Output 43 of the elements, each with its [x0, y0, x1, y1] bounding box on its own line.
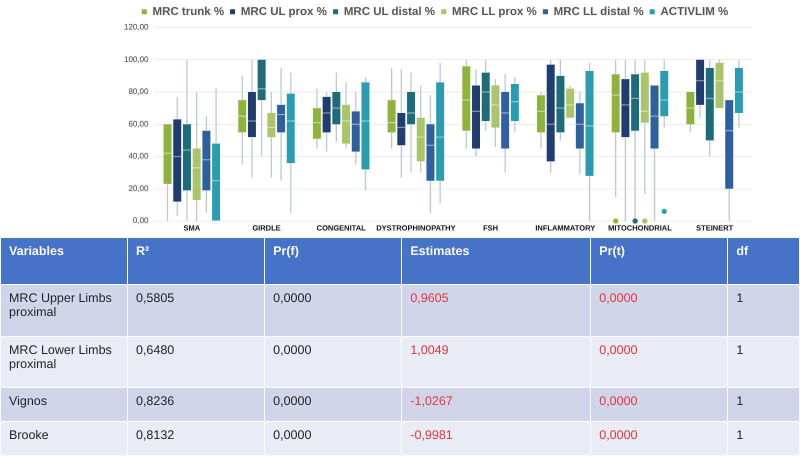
text: 1 — [736, 342, 744, 357]
category-label: Pr(f) — [264, 238, 402, 284]
text: -1,0267 — [410, 394, 453, 408]
text: 0,9605 — [410, 291, 449, 305]
text: 0,0000 — [599, 394, 638, 408]
y-tick-label: 120,00 — [124, 22, 150, 32]
category-label: MRC Upper Limbs proximal — [9, 291, 112, 319]
category-label: Pr(t) — [590, 238, 728, 284]
y-tick-label: 20,00 — [128, 184, 150, 193]
text: 0,0000 — [273, 428, 312, 442]
text: 1 — [736, 394, 744, 408]
text: 0,8132 — [136, 428, 174, 442]
y-tick-label: 0,00 — [132, 216, 150, 226]
category-label: Brooke — [9, 428, 49, 442]
text: 0,0000 — [273, 291, 312, 305]
category-label: df — [728, 238, 800, 284]
text: 0,5805 — [136, 291, 174, 305]
text: 0,0000 — [273, 394, 312, 408]
legend-label: MRC trunk % — [152, 6, 224, 18]
y-tick-label: 100,00 — [124, 54, 150, 64]
text: 1 — [736, 291, 744, 305]
text: 1,0049 — [410, 342, 449, 357]
text: 0,0000 — [273, 342, 312, 357]
category-label: Vignos — [9, 394, 47, 408]
text: 0,0000 — [599, 342, 638, 357]
y-tick-label: 80,00 — [128, 87, 150, 96]
legend-label: MRC LL prox % — [452, 6, 537, 18]
category-label: R² — [128, 238, 265, 284]
y-tick-label: 40,00 — [128, 152, 150, 161]
legend-label: ACTIVLIM % — [660, 6, 728, 18]
legend-label: MRC LL distal % — [554, 6, 644, 18]
legend-label: MRC UL distal % — [344, 6, 436, 18]
text: 0,8236 — [136, 394, 174, 408]
y-tick-label: 60,00 — [128, 119, 150, 128]
legend-label: MRC UL prox % — [240, 6, 327, 18]
text: -0,9981 — [410, 428, 453, 442]
text: 1 — [736, 428, 744, 442]
category-label: Estimates — [402, 238, 591, 284]
text: 0,0000 — [599, 291, 638, 305]
text: 0,6480 — [136, 342, 174, 357]
text: 0,0000 — [599, 428, 638, 442]
category-label: Variables — [0, 238, 128, 284]
category-label: MRC Lower Limbs proximal — [9, 342, 112, 371]
